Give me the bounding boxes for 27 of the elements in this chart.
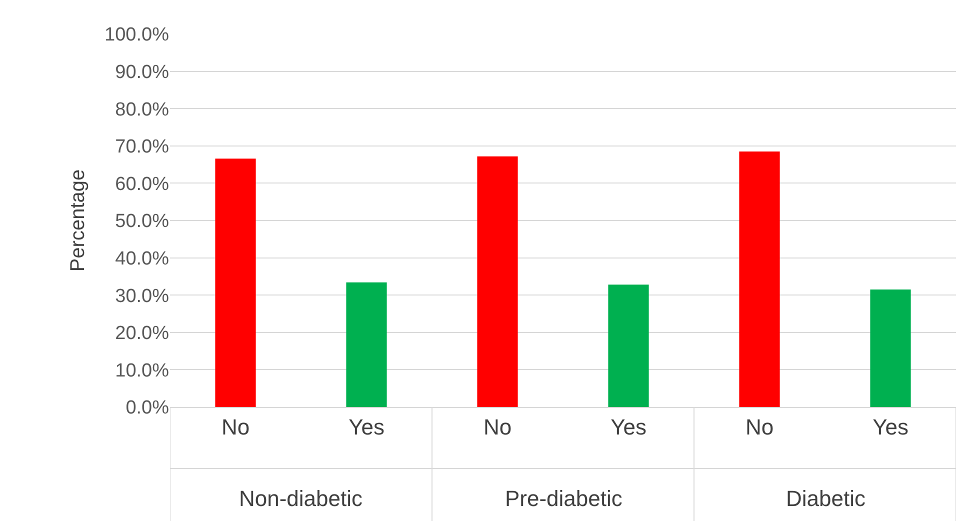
x-tick-label: Yes: [872, 414, 908, 440]
y-tick-label: 80.0%: [115, 99, 170, 120]
text: Pre-diabetic: [505, 486, 622, 511]
text: Non-diabetic: [239, 486, 363, 511]
x-tick-label: No: [221, 414, 250, 440]
y-tick-label: 40.0%: [115, 248, 170, 270]
y-tick-label: 20.0%: [115, 323, 170, 344]
y-tick-label: 60.0%: [115, 174, 170, 195]
x-tick-label: No: [745, 414, 774, 440]
bar: [870, 290, 911, 407]
text: Diabetic: [786, 486, 866, 511]
bar: [477, 156, 518, 407]
x-tick-label: Yes: [348, 414, 384, 440]
y-tick-label: 30.0%: [115, 286, 170, 307]
y-tick-label: 50.0%: [115, 211, 170, 232]
x-tick-label: Yes: [610, 414, 646, 440]
y-tick-label: 0.0%: [126, 398, 170, 419]
y-tick-label: 90.0%: [115, 62, 170, 83]
y-tick-label: 70.0%: [115, 136, 170, 158]
y-tick-label: 10.0%: [115, 360, 170, 382]
y-axis-title: Percentage: [67, 169, 90, 272]
x-tick-label: No: [483, 414, 512, 440]
bar: [215, 158, 256, 407]
bar: [346, 282, 387, 407]
bar: [608, 284, 649, 407]
y-tick-label: 100.0%: [104, 24, 170, 46]
bar: [739, 152, 780, 407]
